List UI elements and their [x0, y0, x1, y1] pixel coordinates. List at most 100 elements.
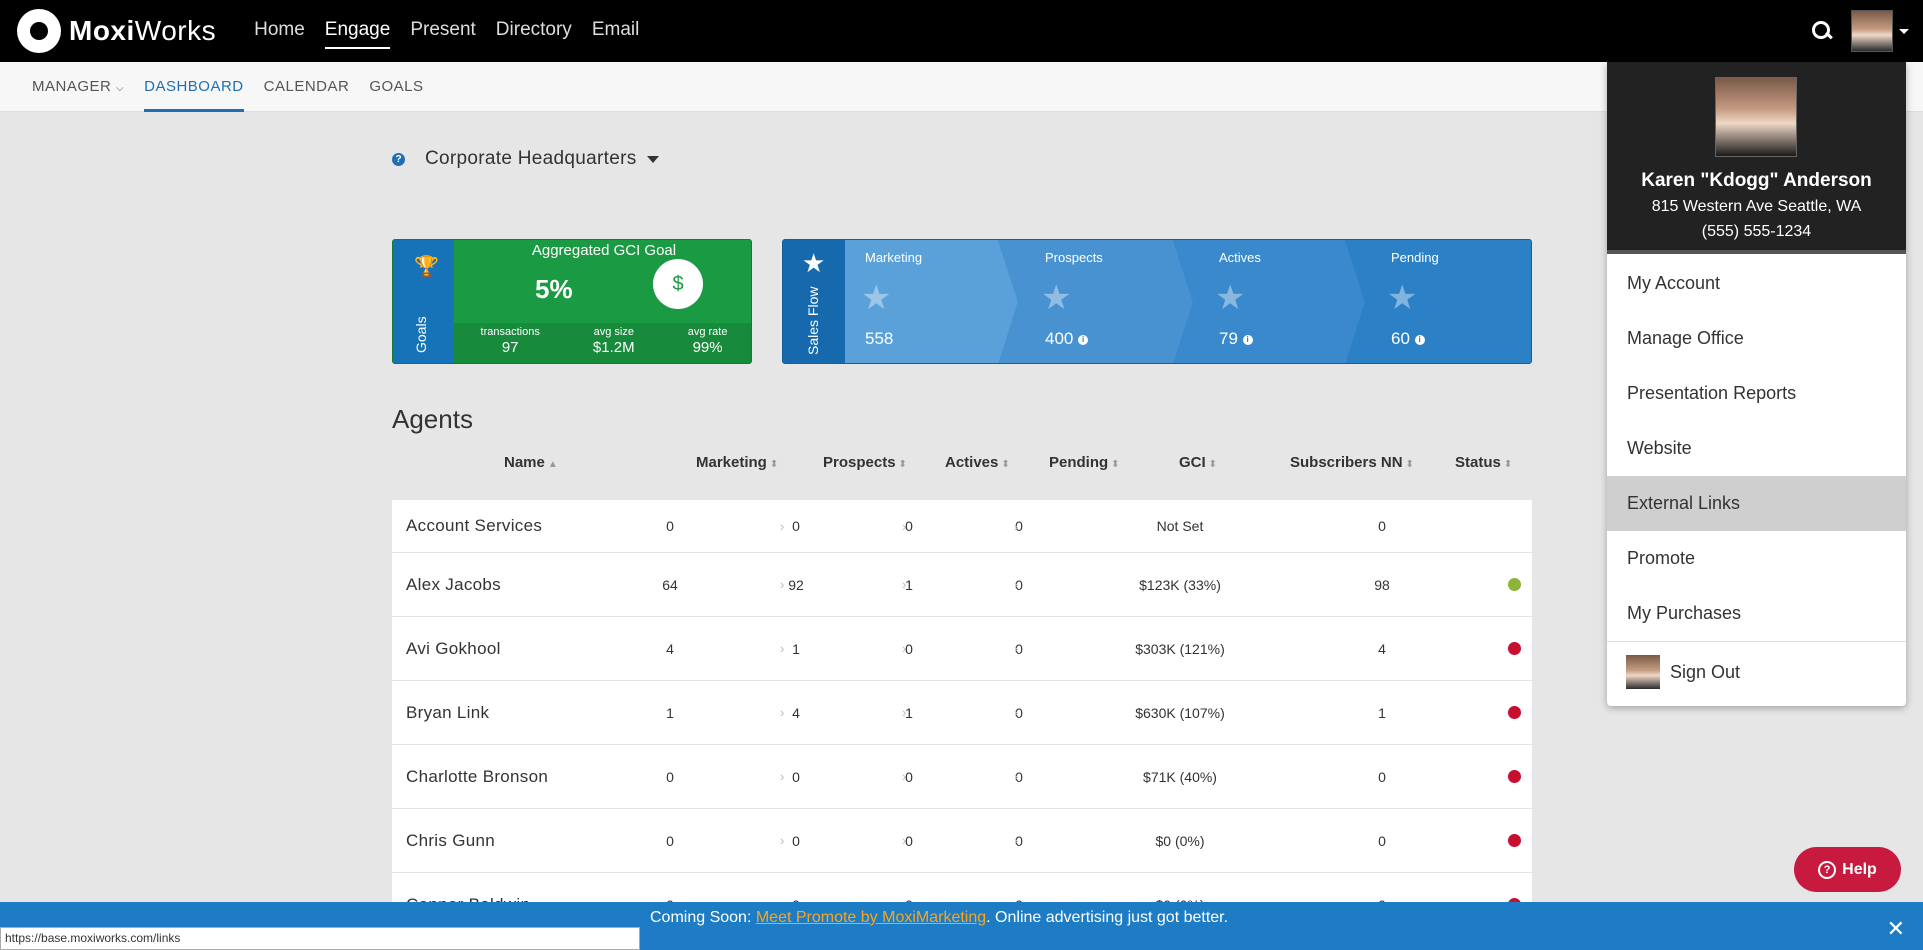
- column-header-marketing[interactable]: Marketing ⬍: [696, 454, 779, 471]
- cell-subscribers: 0: [1378, 768, 1386, 785]
- banner-text: Coming Soon: Meet Promote by MoxiMarketi…: [650, 909, 1229, 926]
- table-row[interactable]: Connor Baldwin0000›››$0 (0%)0: [392, 873, 1532, 902]
- subnav-goals[interactable]: GOALS: [369, 77, 424, 95]
- cell-subscribers: 0: [1352, 873, 1412, 903]
- chevron-right-icon: ›: [902, 577, 907, 592]
- goals-card[interactable]: 🏆 Goals Aggregated GCI Goal 5% $ transac…: [392, 239, 752, 364]
- cell-actives: 1: [905, 576, 913, 593]
- search-icon[interactable]: [1811, 20, 1833, 42]
- help-button[interactable]: ? Help: [1794, 847, 1901, 892]
- cell-prospects: 4: [792, 704, 800, 721]
- table-row[interactable]: Bryan Link 1 4 1 0 › › › $630K (107%) 1: [392, 681, 1532, 745]
- menu-item-website[interactable]: Website: [1627, 438, 1692, 458]
- chevron-right-icon: ›: [1014, 769, 1019, 784]
- cell-gci: $303K (121%): [1135, 640, 1225, 657]
- sign-out-button[interactable]: Sign Out: [1607, 641, 1906, 702]
- nav-home[interactable]: Home: [254, 19, 305, 40]
- flow-chevron: [1345, 240, 1531, 363]
- column-header-gci[interactable]: GCI ⬍: [1179, 454, 1218, 471]
- chevron-right-icon: ›: [1014, 641, 1019, 656]
- chevron-right-icon: ›: [780, 833, 785, 848]
- flow-actives[interactable]: Actives ★ 79 i: [1199, 240, 1359, 363]
- goals-side-tab: 🏆 Goals: [393, 240, 454, 363]
- agent-name[interactable]: Charlotte Bronson: [406, 766, 549, 786]
- chevron-right-icon: ›: [780, 769, 785, 784]
- chevron-right-icon: ›: [780, 577, 785, 592]
- chevron-right-icon: ›: [1014, 705, 1019, 720]
- menu-item-external-links[interactable]: External Links: [1607, 476, 1906, 531]
- chevron-down-icon[interactable]: [1899, 28, 1909, 34]
- chevron-right-icon: ›: [902, 769, 907, 784]
- goals-percent: 5%: [535, 274, 573, 304]
- menu-item-presentation-reports[interactable]: Presentation Reports: [1627, 383, 1797, 403]
- table-row[interactable]: Account Services 0 0 0 0 › › › Not Set 0: [392, 500, 1532, 553]
- user-controls: [1811, 10, 1909, 52]
- nav-present[interactable]: Present: [410, 19, 476, 40]
- menu-item-my-purchases[interactable]: My Purchases: [1627, 603, 1742, 623]
- agents-heading: Agents: [392, 404, 473, 434]
- menu-item-promote[interactable]: Promote: [1627, 548, 1696, 568]
- flow-chevron: [845, 240, 1018, 363]
- info-icon[interactable]: i: [1242, 335, 1253, 345]
- subnav-calendar[interactable]: CALENDAR: [263, 77, 350, 95]
- status-indicator: [1508, 617, 1521, 680]
- user-avatar[interactable]: [1851, 10, 1893, 52]
- flow-value: 60 i: [1391, 329, 1425, 349]
- menu-item-my-account[interactable]: My Account: [1627, 273, 1721, 293]
- office-name[interactable]: Corporate Headquarters: [425, 148, 637, 169]
- sales-flow-card[interactable]: ★ Sales Flow Marketing ★ 558 Prospects ★…: [782, 239, 1532, 364]
- column-header-actives[interactable]: Actives ⬍: [945, 454, 1010, 471]
- flow-marketing[interactable]: Marketing ★ 558: [845, 240, 1005, 363]
- chevron-right-icon: ›: [780, 705, 785, 720]
- cell-prospects: 0: [792, 832, 800, 849]
- flow-prospects[interactable]: Prospects ★ 400 i: [1025, 240, 1185, 363]
- subnav-manager[interactable]: MANAGER ⌵: [32, 77, 125, 95]
- agent-name[interactable]: Chris Gunn: [406, 830, 495, 850]
- subnav-dashboard[interactable]: DASHBOARD: [144, 62, 244, 112]
- cell-pending: 0: [1015, 640, 1023, 657]
- nav-engage[interactable]: Engage: [324, 13, 391, 49]
- cell-prospects: 0: [792, 518, 800, 534]
- cell-pending: 0: [1015, 518, 1023, 534]
- status-dot: [1508, 770, 1521, 783]
- cell-marketing: 0: [666, 518, 674, 534]
- close-icon[interactable]: ✕: [1886, 916, 1905, 941]
- flow-pending[interactable]: Pending ★ 60 i: [1371, 240, 1531, 363]
- table-row[interactable]: Charlotte Bronson 0 0 0 0 › › › $71K (40%) 0: [392, 745, 1532, 809]
- cell-actives: 0: [905, 768, 913, 785]
- column-header-status[interactable]: Status ⬍: [1455, 454, 1513, 471]
- cell-gci: $0 (0%): [1120, 873, 1240, 903]
- cell-gci: $123K (33%): [1139, 576, 1221, 593]
- nav-email[interactable]: Email: [591, 19, 640, 40]
- user-profile-card: Karen "Kdogg" Anderson 815 Western Ave S…: [1607, 62, 1906, 254]
- nav-directory[interactable]: Directory: [495, 19, 572, 40]
- cell-subscribers: 0: [1378, 518, 1386, 534]
- table-row[interactable]: Chris Gunn 0 0 0 0 › › › $0 (0%) 0: [392, 809, 1532, 873]
- column-header-name[interactable]: Name ▲: [504, 454, 558, 471]
- agent-name[interactable]: Bryan Link: [406, 702, 490, 722]
- column-header-subscribers[interactable]: Subscribers NN ⬍: [1290, 454, 1414, 471]
- sales-flow-side-tab: ★ Sales Flow: [783, 240, 845, 363]
- agent-name[interactable]: Connor Baldwin: [406, 873, 530, 903]
- help-icon[interactable]: ?: [392, 152, 405, 166]
- caret-down-icon[interactable]: [646, 155, 659, 163]
- star-icon: ★: [1387, 279, 1418, 317]
- status-dot: [1508, 642, 1521, 655]
- moxiworks-logo[interactable]: MoxiWorks: [17, 9, 216, 53]
- info-icon[interactable]: i: [1414, 335, 1425, 345]
- trophy-icon: 🏆: [414, 256, 439, 278]
- chevron-right-icon: ›: [902, 705, 907, 720]
- cell-subscribers: 0: [1378, 832, 1386, 849]
- cell-marketing: 0: [666, 832, 674, 849]
- info-icon[interactable]: i: [1078, 335, 1089, 345]
- menu-item-manage-office[interactable]: Manage Office: [1627, 328, 1744, 348]
- table-row[interactable]: Alex Jacobs 64 92 1 0 › › › $123K (33%) 98: [392, 553, 1532, 617]
- agent-name[interactable]: Alex Jacobs: [406, 574, 501, 594]
- office-selector[interactable]: ? Corporate Headquarters: [392, 148, 659, 170]
- banner-link[interactable]: Meet Promote by MoxiMarketing: [755, 909, 987, 926]
- agent-name[interactable]: Account Services: [406, 516, 543, 535]
- column-header-prospects[interactable]: Prospects ⬍: [823, 454, 907, 471]
- column-header-pending[interactable]: Pending ⬍: [1049, 454, 1120, 471]
- agent-name[interactable]: Avi Gokhool: [406, 638, 501, 658]
- table-row[interactable]: Avi Gokhool 4 1 0 0 › › › $303K (121%) 4: [392, 617, 1532, 681]
